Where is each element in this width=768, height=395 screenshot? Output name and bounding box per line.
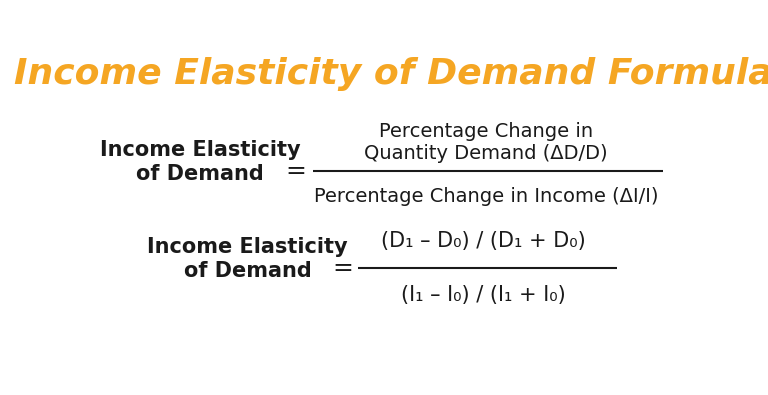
Text: Percentage Change in: Percentage Change in <box>379 122 593 141</box>
Text: Income Elasticity: Income Elasticity <box>100 140 300 160</box>
Text: Income Elasticity: Income Elasticity <box>147 237 348 258</box>
Text: Quantity Demand (ΔD/D): Quantity Demand (ΔD/D) <box>364 144 607 164</box>
Text: of Demand: of Demand <box>136 164 264 184</box>
Text: Income Elasticity of Demand Formula: Income Elasticity of Demand Formula <box>15 56 768 90</box>
Text: Percentage Change in Income (ΔI/I): Percentage Change in Income (ΔI/I) <box>313 187 658 206</box>
Text: (D₁ – D₀) / (D₁ + D₀): (D₁ – D₀) / (D₁ + D₀) <box>380 231 585 250</box>
Text: of Demand: of Demand <box>184 261 312 281</box>
Text: =: = <box>285 158 306 182</box>
Text: =: = <box>333 256 353 280</box>
Text: (I₁ – I₀) / (I₁ + I₀): (I₁ – I₀) / (I₁ + I₀) <box>400 285 565 305</box>
